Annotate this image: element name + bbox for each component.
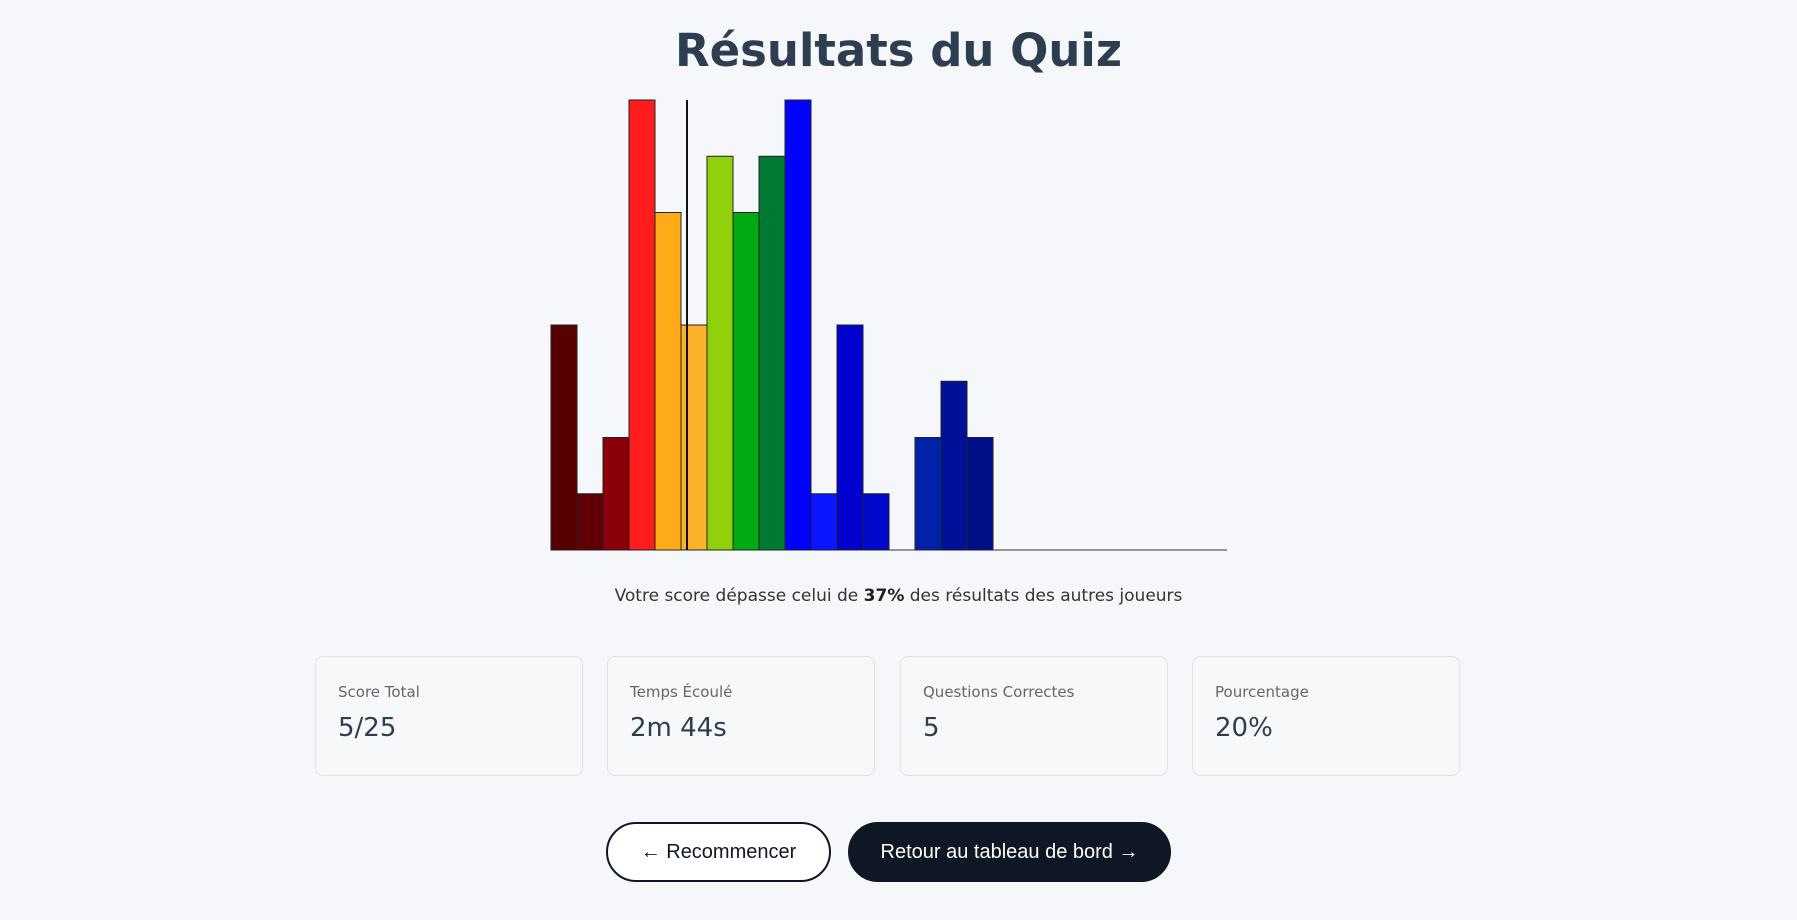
histogram-bar-11 <box>836 324 864 551</box>
stat-label: Pourcentage <box>1215 683 1309 701</box>
percentile-text: Votre score dépasse celui de 37% des rés… <box>0 586 1797 606</box>
stat-value: 5/25 <box>338 713 397 743</box>
histogram-bar-9 <box>784 99 812 551</box>
page-title: Résultats du Quiz <box>674 24 1123 77</box>
stat-card-percentage: Pourcentage 20% <box>1192 656 1460 776</box>
histogram-bar-3 <box>628 99 656 551</box>
restart-button[interactable]: ← Recommencer <box>606 822 831 882</box>
stat-value: 20% <box>1215 713 1273 743</box>
stat-label: Questions Correctes <box>923 683 1075 701</box>
stat-card-total-score: Score Total 5/25 <box>315 656 583 776</box>
stat-card-elapsed-time: Temps Écoulé 2m 44s <box>607 656 875 776</box>
histogram-bar-5 <box>680 324 708 551</box>
histogram-bar-8 <box>758 155 786 551</box>
histogram-bar-2 <box>602 437 630 551</box>
stat-label: Temps Écoulé <box>630 683 733 701</box>
histogram-bar-16 <box>966 437 994 551</box>
histogram-bar-4 <box>654 212 682 551</box>
histogram-bar-6 <box>706 155 734 551</box>
histogram-bar-14 <box>914 437 942 551</box>
percentile-prefix: Votre score dépasse celui de <box>614 586 864 606</box>
stat-value: 5 <box>923 713 940 743</box>
histogram-bar-0 <box>550 324 578 551</box>
histogram-bar-7 <box>732 212 760 551</box>
percentile-value: 37% <box>863 586 905 606</box>
histogram-bar-10 <box>810 493 838 551</box>
histogram-bar-12 <box>862 493 890 551</box>
stat-card-correct-questions: Questions Correctes 5 <box>900 656 1168 776</box>
percentile-suffix: des résultats des autres joueurs <box>904 586 1183 606</box>
dashboard-button[interactable]: Retour au tableau de bord → <box>848 822 1171 882</box>
stat-value: 2m 44s <box>630 713 727 743</box>
histogram-bar-1 <box>576 493 604 551</box>
score-distribution-chart <box>550 99 1227 551</box>
stat-label: Score Total <box>338 683 420 701</box>
histogram-bar-15 <box>940 380 968 551</box>
